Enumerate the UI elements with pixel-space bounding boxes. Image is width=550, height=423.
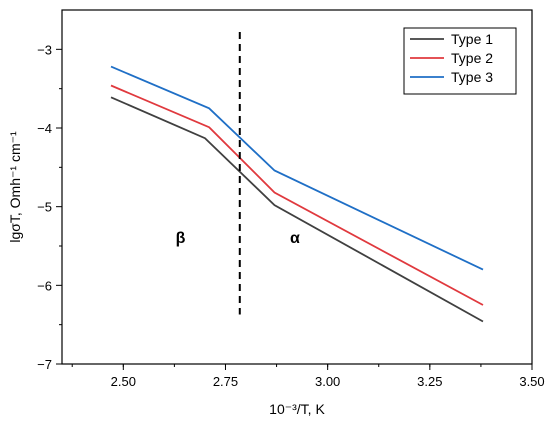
y-tick-label: −7 (37, 357, 52, 372)
x-tick-label: 2.75 (213, 374, 238, 389)
legend-label: Type 1 (451, 31, 493, 47)
legend: Type 1 Type 2 Type 3 (403, 27, 517, 95)
x-tick-label: 3.00 (315, 374, 340, 389)
legend-label: Type 2 (451, 50, 493, 66)
x-tick-label: 3.25 (417, 374, 442, 389)
series-line-type-3 (110, 65, 484, 271)
series-line-type-2 (110, 84, 484, 306)
region-label: α (290, 230, 300, 247)
legend-label: Type 3 (451, 69, 493, 85)
series-line-type-1 (110, 96, 484, 323)
x-axis: 2.50 2.75 3.00 3.25 3.50 (71, 364, 545, 389)
x-tick-label: 2.50 (111, 374, 136, 389)
y-axis: −7 −6 −5 −4 −3 (37, 42, 62, 372)
y-tick-label: −4 (37, 121, 52, 136)
y-tick-label: −5 (37, 200, 52, 215)
y-tick-label: −6 (37, 278, 52, 293)
series-group (110, 65, 484, 323)
y-tick-label: −3 (37, 42, 52, 57)
y-axis-title: lgσT, Omh⁻¹ cm⁻¹ (7, 131, 23, 243)
region-label: β (176, 230, 186, 247)
x-tick-label: 3.50 (519, 374, 544, 389)
plot-frame (61, 9, 533, 365)
x-axis-title: 10⁻³/T, K (269, 401, 325, 417)
